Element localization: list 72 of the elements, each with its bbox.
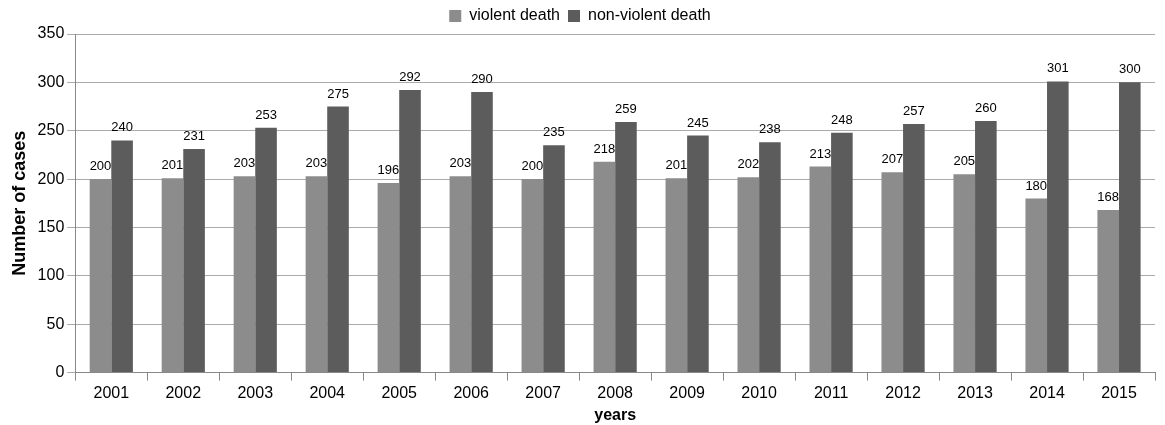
x-tick-label: 2009 [669, 383, 706, 401]
x-tick-label: 2005 [381, 383, 418, 401]
x-axis-title: years [594, 405, 637, 423]
data-label: 235 [543, 124, 565, 140]
bar [975, 121, 997, 373]
x-tick-label: 2012 [885, 383, 921, 401]
bar [831, 132, 853, 373]
y-tick-label: 250 [37, 121, 65, 139]
bar [399, 90, 421, 373]
data-label: 168 [1097, 189, 1120, 205]
x-tick-label: 2001 [93, 383, 130, 401]
x-tick-label: 2007 [525, 383, 562, 401]
data-label: 203 [449, 155, 472, 171]
data-label: 240 [111, 119, 133, 135]
x-tick-label: 2003 [237, 383, 274, 401]
x-tick-label: 2008 [597, 383, 634, 401]
y-tick-label: 350 [37, 24, 65, 42]
bar [255, 127, 277, 373]
data-label: 196 [377, 162, 400, 178]
data-label: 257 [903, 103, 925, 119]
data-label: 253 [255, 106, 277, 122]
x-tick-label: 2014 [1029, 383, 1065, 401]
x-tick-label: 2015 [1101, 383, 1137, 401]
data-label: 300 [1118, 61, 1141, 77]
x-tick-label: 2004 [309, 383, 346, 401]
bar [327, 106, 349, 373]
y-tick-label: 0 [55, 363, 65, 381]
x-tick-label: 2006 [453, 383, 490, 401]
data-label: 290 [471, 71, 493, 87]
data-label: 245 [687, 114, 709, 130]
data-label: 248 [831, 111, 853, 127]
y-tick-label: 50 [46, 314, 65, 332]
data-label: 201 [665, 157, 688, 173]
data-label: 207 [881, 151, 904, 167]
data-label: 200 [89, 158, 112, 174]
x-tick-label: 2002 [165, 383, 202, 401]
x-tick-label: 2013 [957, 383, 993, 401]
data-label: 231 [183, 128, 205, 144]
y-tick-label: 200 [37, 169, 65, 187]
data-label: 200 [521, 158, 544, 174]
bar [183, 149, 205, 373]
y-tick-label: 100 [37, 266, 65, 284]
x-tick-label: 2011 [813, 383, 849, 401]
data-label: 275 [327, 85, 349, 101]
data-label: 203 [305, 155, 328, 171]
data-label: 259 [615, 101, 637, 117]
bar [759, 142, 781, 373]
data-label: 238 [759, 121, 781, 137]
y-tick-label: 300 [37, 72, 65, 90]
legend-label: non-violent death [587, 6, 711, 24]
bar [471, 92, 493, 373]
bar [1047, 81, 1069, 373]
data-label: 301 [1046, 60, 1069, 76]
data-label: 218 [593, 140, 616, 156]
y-tick-label: 150 [37, 217, 65, 235]
bar [687, 135, 709, 373]
data-label: 201 [161, 157, 184, 173]
bar [543, 145, 565, 373]
data-label: 203 [233, 155, 256, 171]
bar [903, 123, 925, 373]
bar [615, 122, 637, 373]
data-label: 180 [1025, 177, 1048, 193]
data-label: 292 [399, 69, 421, 85]
y-axis-title: Number of cases [8, 130, 29, 276]
data-label: 260 [974, 100, 997, 116]
data-label: 213 [809, 145, 832, 161]
legend-label: violent death [469, 6, 560, 24]
bar [1119, 82, 1141, 373]
bar [111, 140, 133, 373]
data-label: 205 [953, 153, 976, 169]
x-tick-label: 2010 [741, 383, 778, 401]
data-label: 202 [737, 156, 760, 172]
